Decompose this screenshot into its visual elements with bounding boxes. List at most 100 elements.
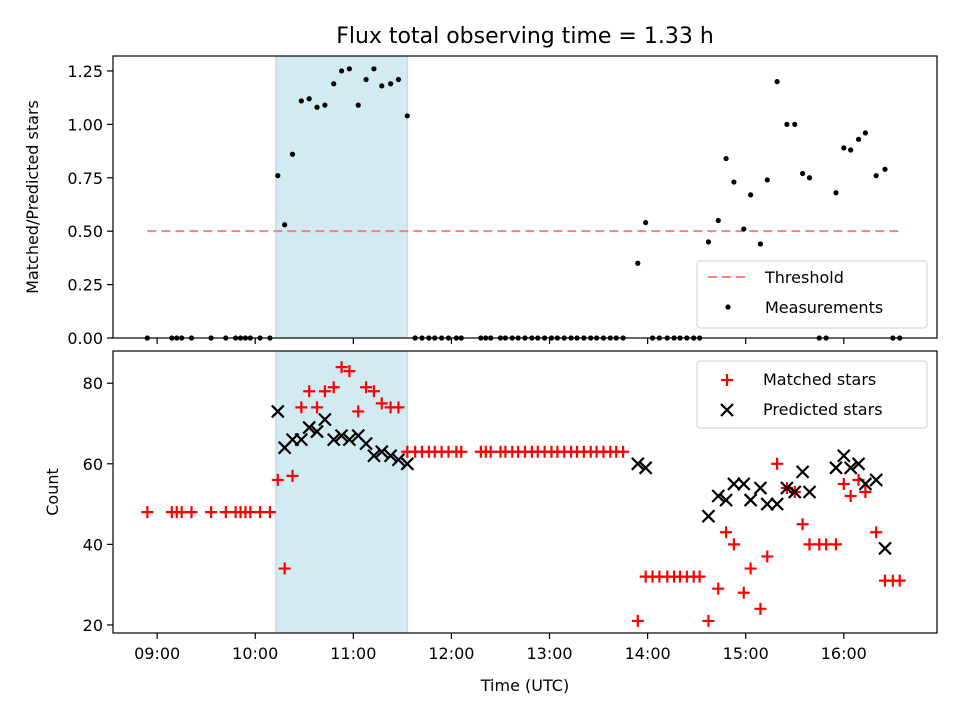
- matched-star-point: [744, 562, 757, 575]
- matched-star-point: [761, 550, 774, 563]
- predicted-star-point: [829, 461, 843, 475]
- predicted-star-point: [318, 412, 332, 427]
- measurement-point: [741, 226, 747, 232]
- x-tick-label: 15:00: [723, 644, 769, 663]
- predicted-star-point: [837, 448, 851, 463]
- matched-star-point: [303, 385, 316, 398]
- measurement-point: [331, 81, 337, 87]
- y-tick-label: 60: [83, 455, 103, 474]
- x-tick-label: 09:00: [134, 644, 180, 663]
- predicted-star-point: [383, 448, 398, 463]
- matched-star-point: [263, 506, 276, 519]
- bottom-shaded-span: [275, 350, 408, 634]
- matched-star-point: [631, 614, 644, 627]
- measurement-point: [395, 76, 402, 83]
- top-y-ticks: 0.00 0.25 0.50 0.75 1.00 1.25: [67, 62, 113, 348]
- measurement-point: [371, 66, 377, 72]
- measurement-point: [855, 136, 862, 142]
- y-tick-label: 80: [83, 374, 103, 393]
- top-axes-frame: [112, 55, 938, 339]
- predicted-stars-points: [271, 404, 892, 556]
- measurement-point: [748, 192, 754, 198]
- predicted-star-point: [858, 477, 873, 491]
- predicted-star-point: [711, 489, 726, 503]
- measurement-point: [784, 121, 790, 127]
- matched-star-point: [141, 506, 154, 519]
- predicted-star-point: [869, 473, 883, 487]
- matched-star-point: [286, 469, 299, 482]
- matched-star-point: [352, 405, 365, 418]
- legend-threshold-label: Threshold: [764, 268, 844, 287]
- matched-star-point: [392, 401, 405, 414]
- predicted-star-point: [391, 452, 406, 467]
- predicted-star-point: [310, 424, 324, 439]
- predicted-star-point: [760, 497, 775, 511]
- matched-star-point: [271, 473, 284, 486]
- predicted-star-point: [400, 457, 415, 471]
- measurement-point: [298, 98, 304, 104]
- x-tick-label: 16:00: [821, 644, 867, 663]
- matched-star-point: [837, 477, 850, 490]
- y-tick-label: 1.00: [67, 115, 103, 134]
- measurement-point: [873, 173, 879, 179]
- predicted-star-point: [342, 432, 357, 447]
- legend-matched-label: Matched stars: [763, 370, 876, 389]
- measurement-point: [731, 179, 737, 185]
- matched-star-point: [727, 538, 740, 551]
- predicted-star-point: [271, 404, 285, 419]
- matched-star-point: [343, 365, 356, 378]
- y-tick-label: 0.50: [67, 222, 103, 241]
- measurement-point: [715, 217, 721, 224]
- matched-star-point: [617, 445, 630, 458]
- predicted-star-point: [631, 457, 645, 471]
- predicted-star-point: [843, 461, 858, 475]
- legend-measurements-label: Measurements: [765, 298, 883, 317]
- measurement-point: [314, 104, 320, 110]
- predicted-star-point: [367, 448, 381, 463]
- matched-star-point: [455, 445, 468, 458]
- matched-star-point: [720, 526, 733, 539]
- bottom-y-ticks: 20 40 60 80: [83, 374, 113, 635]
- matched-star-point: [754, 602, 767, 615]
- bottom-x-ticks: 09:00 10:00 11:00 12:00 13:00 14:00 15:00 16:00: [134, 633, 867, 663]
- matched-star-point: [870, 526, 883, 539]
- top-shaded-span: [275, 55, 408, 339]
- matched-star-point: [796, 518, 809, 531]
- measurement-point: [705, 239, 712, 245]
- measurement-point: [643, 220, 649, 226]
- measurement-point: [404, 113, 410, 119]
- top-y-axis-label: Matched/Predicted stars: [23, 100, 42, 294]
- bottom-panel: 20 40 60 80 09:00 10:00 11:00 12:00 13:00 14:00 1…: [43, 350, 938, 695]
- top-legend-box: [696, 260, 928, 329]
- matched-star-point: [335, 361, 348, 374]
- matched-star-point: [360, 381, 373, 394]
- predicted-star-point: [770, 497, 784, 511]
- x-tick-label: 11:00: [330, 644, 376, 663]
- predicted-star-point: [719, 493, 733, 507]
- measurement-point: [306, 96, 312, 102]
- measurement-point: [806, 175, 813, 181]
- legend-matched-swatch: [721, 374, 733, 386]
- matched-star-point: [318, 385, 331, 398]
- x-tick-label: 10:00: [232, 644, 278, 663]
- predicted-star-point: [736, 477, 751, 491]
- bottom-axes-frame: [112, 350, 938, 634]
- matched-star-point: [205, 506, 218, 519]
- predicted-star-point: [795, 465, 810, 479]
- matched-star-point: [295, 401, 308, 414]
- matched-star-point: [893, 574, 906, 587]
- predicted-star-point: [787, 485, 802, 499]
- measurement-point: [848, 147, 854, 153]
- measurement-point: [355, 102, 361, 108]
- measurement-point: [346, 66, 353, 72]
- measurement-point: [379, 83, 385, 89]
- measurement-point: [774, 79, 780, 85]
- predicted-star-point: [375, 444, 389, 459]
- matched-star-point: [367, 385, 380, 398]
- measurement-point: [723, 155, 729, 162]
- predicted-star-point: [878, 541, 892, 556]
- bottom-legend-box: [696, 360, 928, 429]
- measurement-point: [841, 145, 847, 151]
- x-tick-label: 13:00: [526, 644, 572, 663]
